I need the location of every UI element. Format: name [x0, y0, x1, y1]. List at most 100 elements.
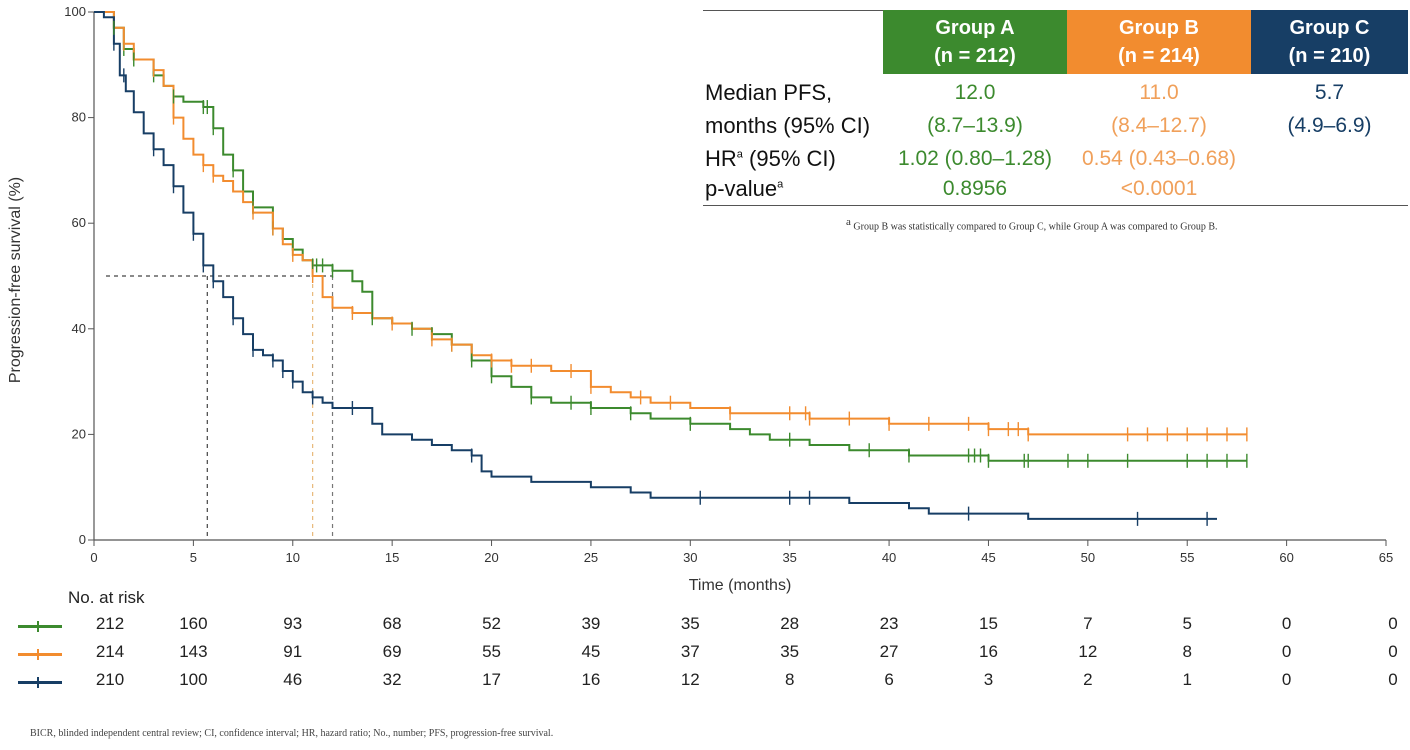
risk-count: 16	[581, 670, 601, 689]
risk-count: 160	[179, 614, 208, 633]
risk-legend-group-a	[18, 621, 62, 632]
x-tick-label: 15	[385, 550, 399, 565]
group-c-median: 5.7	[1314, 81, 1345, 104]
table-bottom-rule	[703, 205, 1408, 206]
risk-row-group-c: 210 100 46 32 17 16 12 8 6 3 2 1 0 0	[0, 670, 1410, 696]
group-b-ci: (8.4–12.7)	[1111, 114, 1207, 137]
group-a-median: 12.0	[954, 81, 996, 104]
risk-row-group-b: 214 143 91 69 55 45 37 35 27 16 12 8 0 0	[0, 642, 1410, 668]
x-tick-label: 45	[981, 550, 995, 565]
risk-count: 15	[978, 614, 998, 633]
risk-count: 32	[382, 670, 402, 689]
x-tick-label: 60	[1279, 550, 1293, 565]
risk-count: 8	[1182, 642, 1192, 661]
y-tick-label: 20	[72, 426, 86, 441]
risk-count: 45	[581, 642, 601, 661]
risk-count: 0	[1388, 642, 1398, 661]
censor-marks	[113, 20, 1248, 526]
group-b-name: Group B	[1119, 17, 1199, 39]
risk-count: 0	[1388, 614, 1398, 633]
risk-count: 23	[879, 614, 899, 633]
risk-table-title: No. at risk	[68, 588, 145, 607]
risk-count: 12	[1078, 642, 1098, 661]
group-a-hr: 1.02 (0.80–1.28)	[897, 147, 1053, 170]
risk-count: 8	[784, 670, 795, 689]
group-a-name: Group A	[935, 17, 1015, 39]
curve-group-a	[94, 11, 1247, 462]
risk-count: 69	[382, 642, 402, 661]
group-c-n: (n = 210)	[1288, 45, 1371, 67]
x-tick-label: 5	[190, 550, 197, 565]
group-a-n: (n = 212)	[934, 45, 1016, 67]
risk-count: 52	[482, 614, 501, 633]
risk-count: 1	[1182, 670, 1192, 689]
group-c-ci: (4.9–6.9)	[1287, 114, 1372, 137]
x-tick-label: 55	[1180, 550, 1194, 565]
y-tick-label: 0	[79, 532, 86, 547]
risk-legend-group-c	[18, 677, 62, 688]
risk-count: 214	[95, 642, 125, 661]
risk-count: 5	[1182, 614, 1192, 633]
risk-count: 16	[978, 642, 998, 661]
group-c-name: Group C	[1289, 17, 1370, 39]
x-tick-label: 10	[286, 550, 300, 565]
group-b-header: Group B (n = 214)	[1067, 10, 1251, 74]
x-tick-label: 20	[484, 550, 498, 565]
risk-count: 91	[283, 642, 303, 661]
table-footnote: a Group B was statistically compared to …	[846, 216, 1218, 233]
risk-legend-group-b	[18, 649, 62, 660]
risk-count: 93	[283, 614, 303, 633]
risk-count: 28	[780, 614, 800, 633]
risk-count: 3	[983, 670, 994, 689]
curve-group-c	[94, 11, 1217, 520]
risk-count: 143	[179, 642, 208, 661]
group-a-ci: (8.7–13.9)	[927, 114, 1023, 137]
axes: 0 5 10 15 20 25 30 35 40 45 50 55 60 65 0 20 40 60 80 100	[64, 4, 1393, 565]
risk-count: 0	[1281, 642, 1292, 661]
x-tick-label: 35	[782, 550, 796, 565]
risk-count: 7	[1083, 614, 1093, 633]
median-ci-label: months (95% CI)	[705, 113, 871, 138]
x-tick-label: 40	[882, 550, 896, 565]
p-value-label: p-valuea	[705, 176, 784, 201]
risk-count: 0	[1388, 670, 1398, 689]
table-top-rule	[703, 10, 883, 11]
km-chart: 0 5 10 15 20 25 30 35 40 45 50 55 60 65 0 20 40 60 80 100 P…	[7, 4, 1393, 594]
y-axis-label: Progression-free survival (%)	[7, 177, 24, 383]
y-tick-label: 40	[72, 321, 86, 336]
risk-count: 17	[482, 670, 501, 689]
risk-count: 0	[1281, 614, 1292, 633]
median-reference-lines	[106, 275, 334, 540]
risk-count: 35	[680, 614, 700, 633]
curve-group-b	[94, 11, 1247, 436]
risk-count: 37	[680, 642, 700, 661]
y-tick-label: 60	[72, 215, 86, 230]
group-c-header: Group C (n = 210)	[1251, 10, 1408, 74]
risk-count: 27	[879, 642, 899, 661]
x-tick-label: 65	[1379, 550, 1393, 565]
x-tick-label: 50	[1081, 550, 1095, 565]
group-a-p: 0.8956	[942, 177, 1008, 200]
risk-count: 0	[1281, 670, 1292, 689]
y-tick-label: 100	[64, 4, 86, 19]
risk-count: 68	[382, 614, 402, 633]
risk-count: 2	[1083, 670, 1093, 689]
group-b-hr: 0.54 (0.43–0.68)	[1081, 147, 1237, 170]
abbreviations-footer: BICR, blinded independent central review…	[30, 728, 554, 739]
x-axis-label: Time (months)	[689, 577, 792, 594]
x-tick-label: 0	[90, 550, 97, 565]
x-tick-label: 25	[584, 550, 598, 565]
risk-count: 55	[482, 642, 501, 661]
risk-count: 12	[680, 670, 700, 689]
risk-count: 6	[884, 670, 894, 689]
x-tick-label: 30	[683, 550, 697, 565]
group-a-header: Group A (n = 212)	[883, 10, 1067, 74]
group-b-n: (n = 214)	[1118, 45, 1200, 67]
y-tick-label: 80	[72, 110, 86, 125]
risk-count: 100	[179, 670, 208, 689]
risk-count: 210	[95, 670, 125, 689]
group-b-p: <0.0001	[1120, 177, 1198, 200]
median-pfs-label: Median PFS,	[705, 80, 833, 105]
hr-label: HRa (95% CI)	[705, 146, 836, 171]
risk-count: 39	[581, 614, 601, 633]
